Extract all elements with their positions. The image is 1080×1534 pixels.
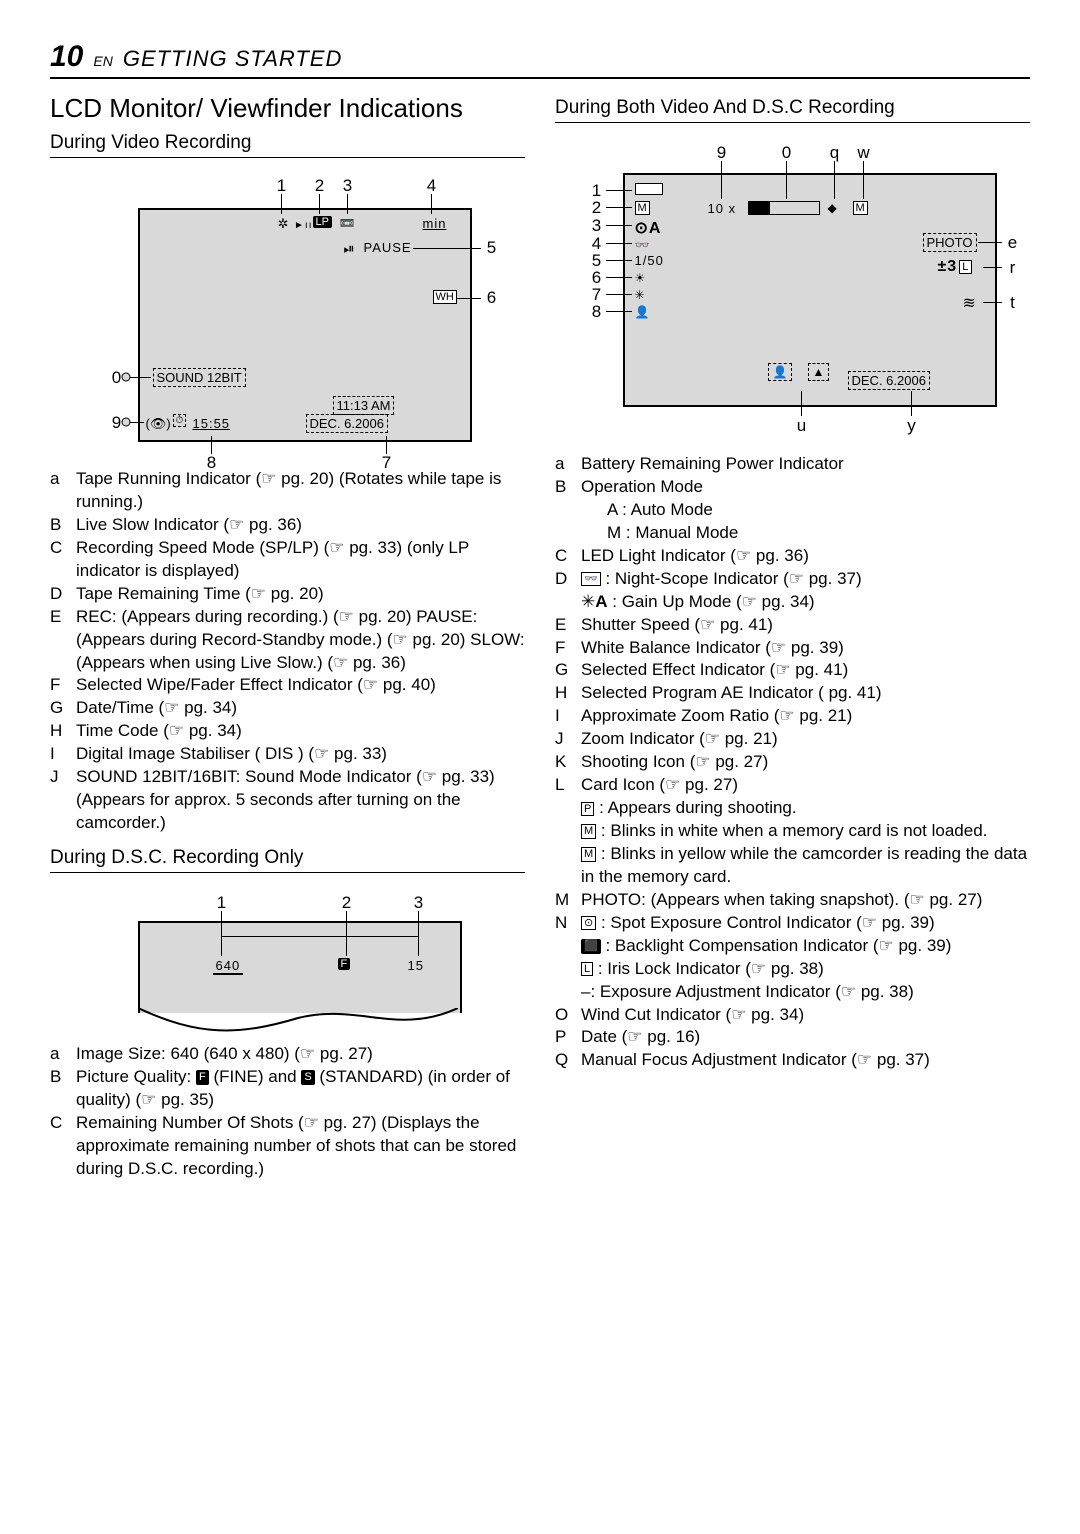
card-white-icon: M bbox=[581, 824, 596, 838]
diagram-dsc-only: 640 F 15 1 2 3 bbox=[98, 893, 478, 1033]
dsc-1: 1 bbox=[213, 893, 231, 913]
r-m: PHOTO: (Appears when taking snapshot). (… bbox=[581, 889, 1030, 912]
page-section: GETTING STARTED bbox=[123, 46, 343, 72]
gain-up-icon: ✳A bbox=[581, 592, 608, 611]
timecode-text: 15:55 bbox=[193, 416, 231, 431]
video-e: REC: (Appears during recording.) (☞ pg. … bbox=[76, 606, 525, 675]
fine-icon: F bbox=[196, 1070, 209, 1085]
diagram-video-recording: ✲ ►ıı LP 📼 min ⏯ PAUSE WH SOUND 12BIT (👁… bbox=[78, 178, 498, 458]
heading-video-recording: During Video Recording bbox=[50, 132, 525, 158]
call-8: 8 bbox=[203, 453, 221, 473]
dsc-3: 3 bbox=[410, 893, 428, 913]
r-p: Date (☞ pg. 16) bbox=[581, 1026, 1030, 1049]
time-text: 11:13 AM bbox=[333, 396, 395, 415]
video-a: Tape Running Indicator (☞ pg. 20) (Rotat… bbox=[76, 468, 525, 514]
card-shooting-icon: P bbox=[581, 802, 594, 816]
both-callout-list: aBattery Remaining Power Indicator BOper… bbox=[555, 453, 1030, 1072]
r-d: 👓 : Night-Scope Indicator (☞ pg. 37) ✳A … bbox=[581, 568, 1030, 614]
video-d: Tape Remaining Time (☞ pg. 20) bbox=[76, 583, 525, 606]
night-scope-icon: 👓 bbox=[581, 572, 601, 586]
page-lang: EN bbox=[93, 53, 112, 69]
r-j: Zoom Indicator (☞ pg. 21) bbox=[581, 728, 1030, 751]
r-g: Selected Effect Indicator (☞ pg. 41) bbox=[581, 659, 1030, 682]
page-header: 10 EN GETTING STARTED bbox=[50, 40, 1030, 79]
page-title: LCD Monitor/ Viewfinder Indications bbox=[50, 93, 525, 124]
r-k: Shooting Icon (☞ pg. 27) bbox=[581, 751, 1030, 774]
page-number: 10 bbox=[50, 40, 83, 74]
heading-dsc-only: During D.S.C. Recording Only bbox=[50, 847, 525, 873]
r-n: ⊙ : Spot Exposure Control Indicator (☞ p… bbox=[581, 912, 1030, 1004]
lp-icon: LP bbox=[313, 216, 332, 228]
dsc-2: 2 bbox=[338, 893, 356, 913]
dsc-size: 640 bbox=[213, 958, 244, 975]
r-b: Operation Mode bbox=[581, 476, 1030, 499]
dsc-b: Picture Quality: F (FINE) and S (STANDAR… bbox=[76, 1066, 525, 1112]
date-text: DEC. 6.2006 bbox=[306, 414, 388, 433]
card-yellow-icon: M bbox=[581, 847, 596, 861]
video-b: Live Slow Indicator (☞ pg. 36) bbox=[76, 514, 525, 537]
zoom-text: 10 x bbox=[708, 201, 737, 216]
r-e: Shutter Speed (☞ pg. 41) bbox=[581, 614, 1030, 637]
sound-text: SOUND 12BIT bbox=[153, 368, 246, 387]
call-2: 2 bbox=[311, 176, 329, 196]
left-column: LCD Monitor/ Viewfinder Indications Duri… bbox=[50, 89, 525, 1193]
spot-exposure-icon: ⊙ bbox=[581, 916, 596, 930]
r-l1: P : Appears during shooting. bbox=[581, 797, 1030, 820]
video-f: Selected Wipe/Fader Effect Indicator (☞ … bbox=[76, 674, 525, 697]
video-j: SOUND 12BIT/16BIT: Sound Mode Indicator … bbox=[76, 766, 525, 835]
r-f: White Balance Indicator (☞ pg. 39) bbox=[581, 637, 1030, 660]
pause-text: PAUSE bbox=[364, 240, 412, 255]
r-a: Battery Remaining Power Indicator bbox=[581, 453, 1030, 476]
video-callout-list: aTape Running Indicator (☞ pg. 20) (Rota… bbox=[50, 468, 525, 835]
r-o: Wind Cut Indicator (☞ pg. 34) bbox=[581, 1004, 1030, 1027]
video-i: Digital Image Stabiliser ( DIS ) (☞ pg. … bbox=[76, 743, 525, 766]
video-h: Time Code (☞ pg. 34) bbox=[76, 720, 525, 743]
dsc-c: Remaining Number Of Shots (☞ pg. 27) (Di… bbox=[76, 1112, 525, 1181]
call-7: 7 bbox=[378, 453, 396, 473]
shutter-text: 1/50 bbox=[635, 253, 664, 268]
dsc-callout-list: aImage Size: 640 (640 x 480) (☞ pg. 27) … bbox=[50, 1043, 525, 1181]
iris-lock-icon: L bbox=[581, 962, 593, 976]
r-l2: M : Blinks in white when a memory card i… bbox=[581, 820, 1030, 843]
call-4: 4 bbox=[423, 176, 441, 196]
standard-icon: S bbox=[301, 1070, 314, 1085]
dsc-a: Image Size: 640 (640 x 480) (☞ pg. 27) bbox=[76, 1043, 525, 1066]
fine-icon-diagram: F bbox=[338, 958, 351, 970]
r-b-a: A : Auto Mode bbox=[607, 499, 1030, 522]
r-i: Approximate Zoom Ratio (☞ pg. 21) bbox=[581, 705, 1030, 728]
backlight-icon: ⬛ bbox=[581, 939, 601, 954]
call-5: 5 bbox=[483, 238, 501, 258]
r-h: Selected Program AE Indicator ( pg. 41) bbox=[581, 682, 1030, 705]
call-1: 1 bbox=[273, 176, 291, 196]
r-b-m: M : Manual Mode bbox=[607, 522, 1030, 545]
dsc-shots: 15 bbox=[408, 958, 424, 973]
call-6: 6 bbox=[483, 288, 501, 308]
call-3: 3 bbox=[339, 176, 357, 196]
right-column: During Both Video And D.S.C Recording M … bbox=[555, 89, 1030, 1193]
diagram-both: M ⊙A 👓 1/50 ☀ ✳ 👤 10 x ◆ M PHOTO ±3L ≋ 👤… bbox=[568, 143, 1018, 443]
r-l: Card Icon (☞ pg. 27) bbox=[581, 774, 1030, 797]
r-q: Manual Focus Adjustment Indicator (☞ pg.… bbox=[581, 1049, 1030, 1072]
video-g: Date/Time (☞ pg. 34) bbox=[76, 697, 525, 720]
video-c: Recording Speed Mode (SP/LP) (☞ pg. 33) … bbox=[76, 537, 525, 583]
wh-icon: WH bbox=[433, 290, 457, 304]
heading-both: During Both Video And D.S.C Recording bbox=[555, 97, 1030, 123]
min-text: min bbox=[423, 216, 447, 231]
r-l3: M : Blinks in yellow while the camcorder… bbox=[581, 843, 1030, 889]
r-c: LED Light Indicator (☞ pg. 36) bbox=[581, 545, 1030, 568]
date3-text: DEC. 6.2006 bbox=[848, 371, 930, 390]
photo-text: PHOTO bbox=[923, 233, 977, 252]
